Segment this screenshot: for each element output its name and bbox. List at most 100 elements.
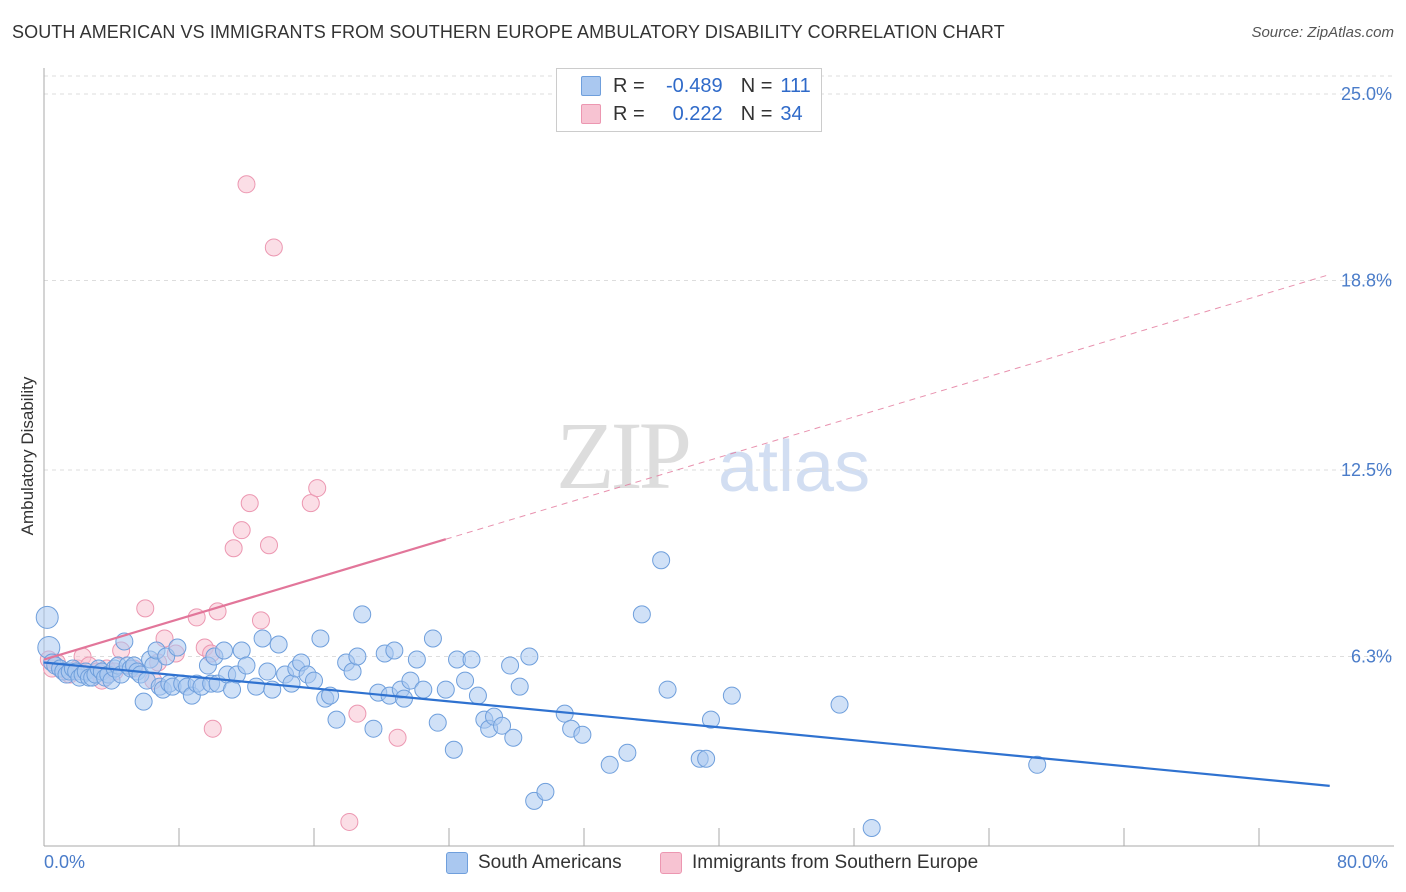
data-point-south-americans (697, 749, 716, 768)
data-point-immigrants (240, 494, 259, 513)
data-point-south-americans (35, 605, 59, 629)
data-point-south-americans (407, 650, 426, 669)
legend-r-value: 0.222 (672, 102, 723, 125)
data-point-immigrants (237, 175, 256, 194)
data-point-south-americans (862, 818, 881, 837)
data-point-south-americans (493, 716, 512, 735)
data-point-south-americans (600, 755, 619, 774)
legend-item-label: Immigrants from Southern Europe (692, 852, 979, 873)
data-point-south-americans (444, 740, 463, 759)
legend-swatch-pink (660, 852, 682, 874)
data-point-south-americans (1028, 755, 1047, 774)
watermark-atlas: atlas (718, 427, 871, 507)
data-point-immigrants (260, 536, 278, 555)
y-tick-labels: 6.3% 12.5% 18.8% 25.0% (1341, 84, 1392, 666)
data-point-south-americans (462, 650, 481, 669)
data-point-south-americans (237, 656, 256, 675)
data-point-south-americans (353, 605, 372, 624)
series-immigrants-southern-europe (39, 175, 407, 831)
series-south-americans (35, 551, 1047, 837)
data-point-south-americans (510, 677, 529, 696)
data-point-immigrants (388, 728, 407, 747)
data-point-south-americans (385, 641, 404, 660)
data-point-south-americans (223, 680, 242, 699)
data-point-immigrants (224, 539, 243, 558)
legend-row-immigrants: R = 0.222 N = 34 (581, 101, 803, 127)
legend-n-value: 34 (780, 102, 803, 125)
data-point-south-americans (722, 686, 741, 705)
legend-r-value: -0.489 (665, 74, 723, 97)
legend-item-south-americans: South Americans (446, 852, 622, 874)
data-point-south-americans (215, 641, 233, 660)
data-point-south-americans (423, 629, 442, 648)
legend-n-label: N = (740, 102, 773, 125)
y-tick-label: 18.8% (1341, 271, 1392, 291)
data-point-south-americans (364, 719, 383, 738)
chart-title: SOUTH AMERICAN VS IMMIGRANTS FROM SOUTHE… (12, 22, 1005, 42)
data-point-immigrants (203, 719, 222, 738)
axes (43, 68, 1394, 847)
data-point-south-americans (536, 782, 555, 801)
legend-row-south-americans: R = -0.489 N = 111 (581, 73, 811, 99)
data-point-south-americans (311, 629, 330, 648)
trend-line-south-americans (43, 661, 1330, 787)
data-point-south-americans (134, 692, 153, 711)
data-point-immigrants (264, 238, 283, 257)
legend-n-label: N = (740, 74, 773, 97)
y-tick-label: 25.0% (1341, 84, 1392, 104)
watermark-zip: ZIP (556, 402, 692, 509)
data-point-south-americans (253, 629, 272, 648)
data-point-immigrants (232, 521, 251, 540)
data-point-immigrants (308, 479, 327, 498)
data-point-south-americans (468, 686, 487, 705)
data-point-south-americans (401, 671, 420, 690)
legend-item-immigrants: Immigrants from Southern Europe (660, 852, 978, 874)
trend-line-immigrants (43, 538, 447, 661)
data-point-south-americans (414, 680, 433, 699)
data-point-south-americans (456, 671, 475, 690)
data-point-south-americans (504, 728, 523, 747)
correlation-legend: R = -0.489 N = 111 R = 0.222 N = 34 (556, 68, 822, 132)
legend-r-label: R = (613, 102, 645, 125)
legend-swatch-pink (581, 104, 601, 124)
data-point-immigrants (251, 611, 270, 630)
legend-n-value: 111 (780, 74, 811, 97)
series-legend: South Americans Immigrants from Southern… (0, 852, 1406, 878)
gridlines (44, 75, 1394, 658)
data-point-south-americans (348, 647, 367, 666)
data-point-immigrants (340, 812, 359, 831)
data-point-south-americans (830, 695, 849, 714)
trend-lines (43, 274, 1330, 787)
legend-item-label: South Americans (478, 852, 622, 873)
legend-swatch-blue (446, 852, 468, 874)
data-point-immigrants (136, 599, 155, 618)
source-label: Source: ZipAtlas.com (1251, 24, 1394, 41)
data-point-south-americans (168, 638, 187, 657)
data-point-south-americans (247, 677, 266, 696)
data-point-south-americans (632, 605, 651, 624)
data-point-south-americans (305, 671, 323, 690)
x-max-label: 80.0% (1337, 852, 1389, 872)
data-point-south-americans (573, 725, 592, 744)
data-point-south-americans (520, 647, 539, 666)
data-point-south-americans (501, 656, 520, 675)
trend-line-immigrants-extended (445, 274, 1330, 540)
y-tick-label: 12.5% (1341, 460, 1392, 480)
data-point-south-americans (436, 680, 455, 699)
y-tick-label: 6.3% (1351, 647, 1392, 667)
data-point-south-americans (658, 680, 677, 699)
data-point-south-americans (258, 662, 277, 681)
data-point-immigrants (348, 704, 367, 723)
legend-r-label: R = (613, 74, 645, 97)
data-point-immigrants (301, 494, 320, 513)
data-point-south-americans (618, 743, 637, 762)
data-point-south-americans (327, 710, 346, 729)
legend-swatch-blue (581, 76, 601, 96)
data-point-south-americans (428, 713, 447, 732)
data-point-south-americans (282, 674, 301, 693)
data-point-south-americans (343, 662, 362, 681)
x-min-label: 0.0% (44, 852, 86, 872)
data-point-south-americans (701, 710, 720, 729)
data-point-south-americans (652, 551, 671, 570)
